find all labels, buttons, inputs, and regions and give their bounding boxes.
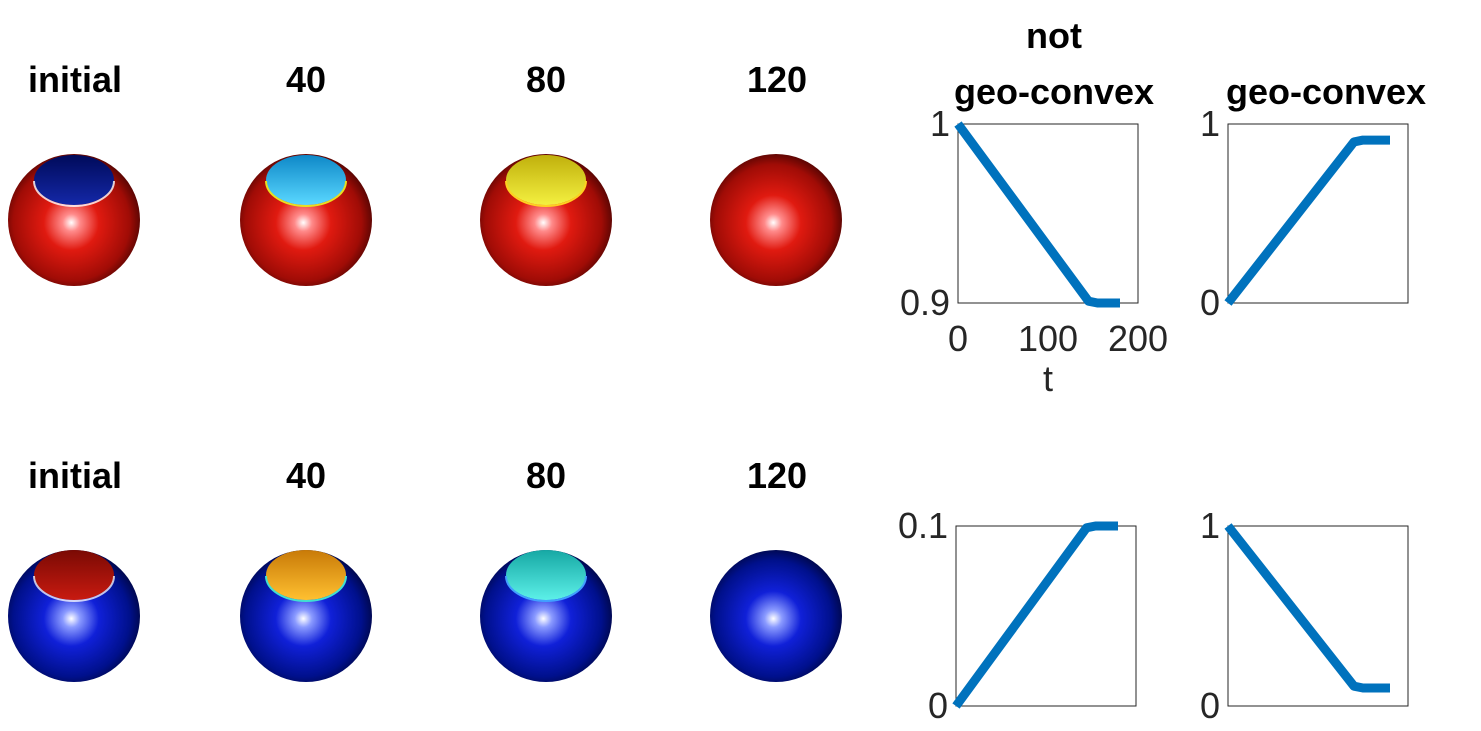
- sphere-top-120: [710, 154, 842, 286]
- plot-line-3-0: [1224, 523, 1390, 693]
- ytick-1-1: 1: [1199, 103, 1220, 144]
- sphere-bottom-initial: [8, 550, 140, 682]
- frame-title-80-top: 80: [525, 59, 567, 100]
- plot-1: [1224, 123, 1409, 306]
- plot-frame-2: [955, 525, 1137, 707]
- plot-2: [952, 521, 1137, 709]
- sphere-bottom-40: [240, 550, 372, 682]
- plot-title-not-line1: not: [1026, 15, 1082, 56]
- xtick-0-1: 100: [1017, 318, 1079, 359]
- sphere-top-initial: [8, 154, 140, 286]
- sphere-top-80: [480, 154, 612, 286]
- plot-line-2-0: [952, 521, 1118, 709]
- frame-title-40-bottom: 40: [285, 455, 327, 496]
- frame-title-120-bottom: 120: [746, 455, 808, 496]
- plot-frame-1: [1227, 123, 1409, 304]
- xtick-0-2: 200: [1107, 318, 1169, 359]
- plot-frame-0: [957, 123, 1139, 304]
- xlabel-0: t: [1042, 358, 1053, 399]
- ytick-0-1: 1: [929, 103, 950, 144]
- sphere-bottom-80: [480, 550, 612, 682]
- ytick-2-1: 0.1: [897, 505, 948, 546]
- plot-0: [954, 121, 1139, 308]
- frame-title-initial-top: initial: [27, 59, 122, 100]
- sphere-bottom-120: [710, 550, 842, 682]
- plot-line-0-0: [954, 121, 1120, 308]
- ytick-1-0: 0: [1199, 282, 1220, 323]
- plot-3: [1224, 523, 1409, 707]
- plot-line-1-0: [1224, 135, 1390, 306]
- plot-title-geo: geo-convex: [1225, 71, 1427, 112]
- xtick-0-0: 0: [947, 318, 969, 359]
- plot-title-not-line2: geo-convex: [953, 71, 1155, 112]
- plot-frame-3: [1227, 525, 1409, 707]
- ytick-3-1: 1: [1199, 505, 1220, 546]
- frame-title-40-top: 40: [285, 59, 327, 100]
- frame-title-initial-bottom: initial: [27, 455, 122, 496]
- sphere-top-40: [240, 154, 372, 286]
- ytick-3-0: 0: [1199, 685, 1220, 726]
- ytick-0-0: 0.9: [899, 282, 950, 323]
- frame-title-120-top: 120: [746, 59, 808, 100]
- ytick-2-0: 0: [927, 685, 948, 726]
- frame-title-80-bottom: 80: [525, 455, 567, 496]
